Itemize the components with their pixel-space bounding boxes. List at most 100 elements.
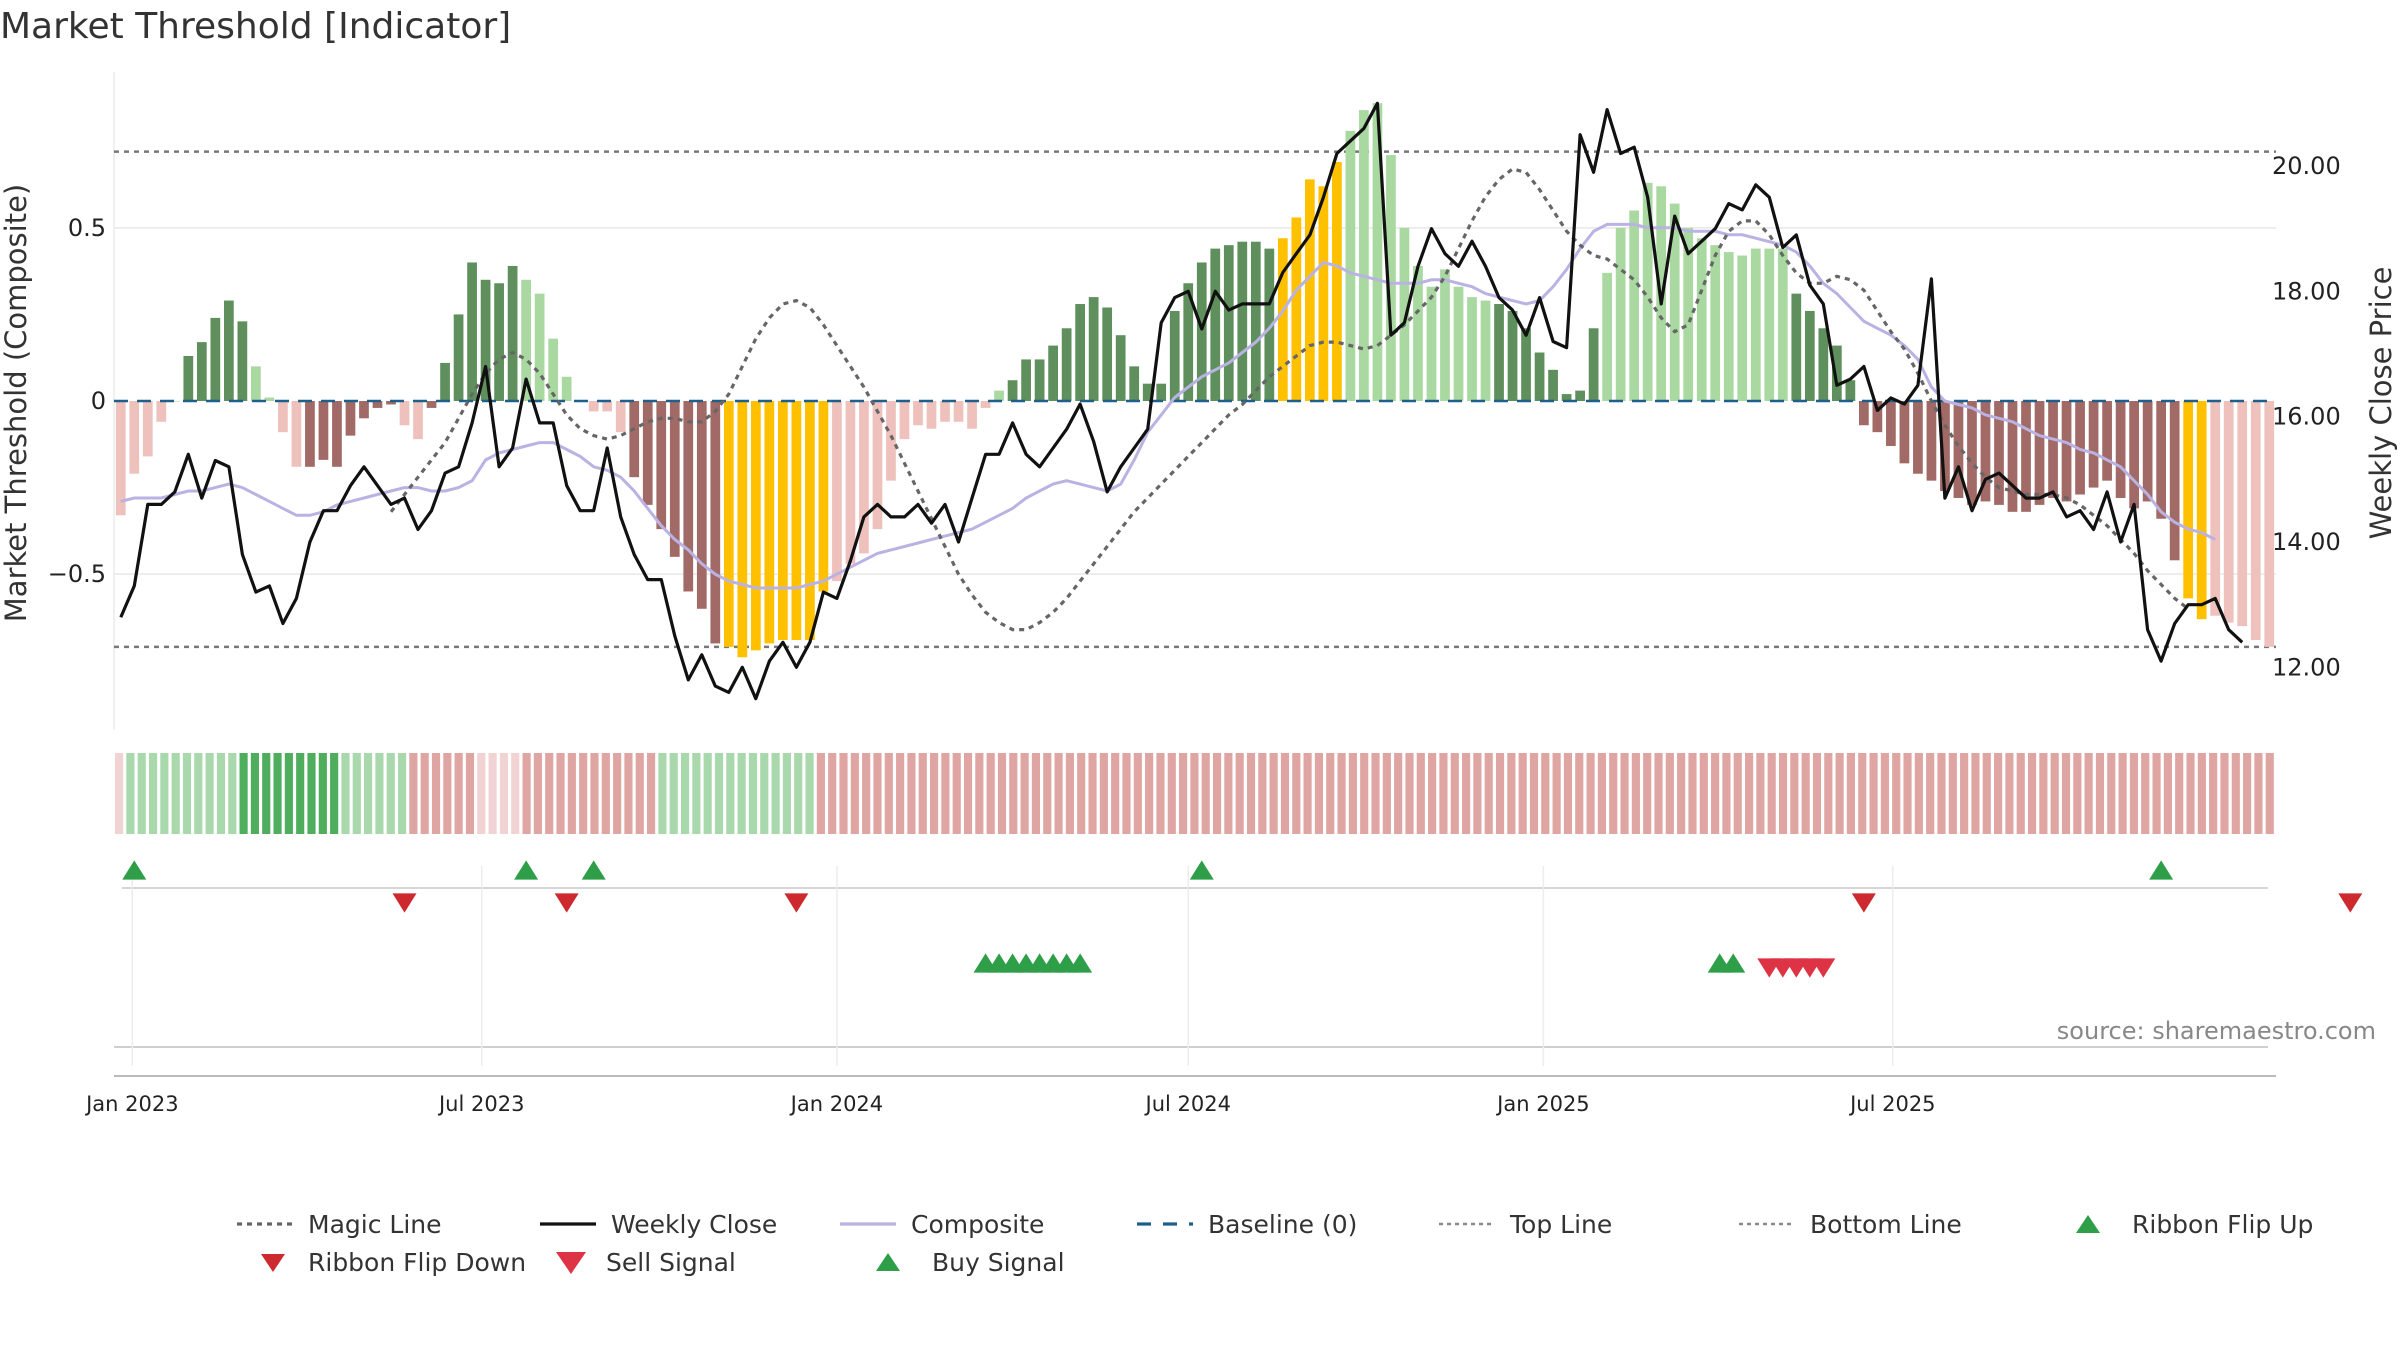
legend-label: Ribbon Flip Down (308, 1248, 526, 1277)
ribbon-cell (1314, 753, 1324, 834)
legend-label: Buy Signal (932, 1248, 1065, 1277)
composite-bar (2237, 401, 2248, 627)
ribbon-flip-up-marker (581, 860, 606, 880)
ribbon-cell (896, 753, 905, 834)
threshold-lines (114, 150, 2276, 649)
ribbon-cell (1937, 753, 1946, 834)
composite-bar (1237, 241, 1248, 401)
ribbon-cell (182, 753, 192, 834)
y-axis-left: 0.5 0 −0.5 (48, 214, 106, 588)
composite-bar (588, 401, 599, 412)
ribbon-cell (1337, 753, 1346, 834)
composite-bar (2223, 401, 2234, 623)
y2-tick-label: 14.00 (2272, 528, 2341, 556)
ribbon-cell (1960, 753, 1969, 834)
ribbon-cell (1552, 753, 1561, 834)
composite-bar (183, 355, 194, 401)
legend-swatch-sell-triangle (556, 1252, 586, 1274)
ribbon-cell (1846, 753, 1856, 834)
ribbon-cell (2141, 753, 2150, 834)
ribbon-cell (839, 753, 848, 834)
y-axis-right: 20.00 18.00 16.00 14.00 12.00 (2272, 152, 2341, 681)
ribbon-cell (409, 753, 418, 834)
ribbon-cell (1971, 753, 1980, 834)
ribbon-cell (748, 753, 758, 834)
legend-swatch-up-triangle (876, 1253, 900, 1271)
ribbon-cell (1450, 753, 1459, 834)
ribbon-cell (364, 753, 373, 834)
composite-bar (548, 338, 559, 401)
ribbon-cell (205, 753, 214, 834)
ribbon-cell (160, 753, 169, 834)
composite-bar (1737, 255, 1748, 401)
signal-rows (114, 866, 2276, 1077)
series-lines (114, 101, 2276, 701)
composite-bar (399, 401, 410, 426)
ribbon-cell (1903, 753, 1912, 834)
ribbon-cell (1677, 753, 1686, 834)
ribbon-cell (1428, 753, 1437, 834)
ribbon-cell (341, 753, 350, 834)
ribbon-cell (658, 753, 667, 834)
composite-bar (886, 401, 896, 481)
composite-bar (305, 401, 315, 467)
ribbon-cell (296, 753, 305, 834)
composite-bar (196, 342, 207, 401)
ribbon-cell (1699, 753, 1708, 834)
ribbon-cell (1405, 753, 1414, 834)
composite-bar (237, 321, 248, 401)
ribbon-cell (2163, 753, 2172, 834)
magic-line (389, 167, 2190, 632)
ribbon-cell (477, 753, 486, 834)
ribbon-cell (1371, 753, 1380, 834)
composite-bar (169, 401, 180, 402)
composite-bar (386, 401, 396, 405)
composite-bar (210, 317, 221, 401)
ribbon-cell (1348, 753, 1357, 834)
legend-item: Ribbon Flip Up (2076, 1210, 2313, 1239)
composite-bar (2034, 401, 2045, 505)
ribbon-cell (318, 753, 327, 834)
composite-bar (318, 401, 329, 460)
buy-signal-marker (1721, 953, 1746, 973)
composite-bar (2250, 401, 2261, 640)
ribbon-cell (171, 753, 180, 834)
composite-bar (2088, 401, 2099, 488)
composite-bar (737, 401, 748, 658)
legend-label: Weekly Close (611, 1210, 777, 1239)
legend-item: Baseline (0) (1137, 1210, 1357, 1239)
legend-label: Baseline (0) (1208, 1210, 1357, 1239)
ribbon-cell (862, 753, 871, 834)
ribbon-cell (330, 753, 339, 834)
composite-bar (2156, 401, 2167, 519)
composite-bar (1156, 383, 1167, 401)
composite-bar (1642, 182, 1653, 401)
composite-bar (345, 401, 356, 436)
ribbon-flip-up-marker (1189, 860, 1214, 880)
composite-bar (413, 401, 423, 440)
composite-bar (1426, 286, 1437, 401)
composite-bar (1994, 401, 2004, 505)
ribbon-flip-up-marker (514, 860, 539, 880)
legend-item: Composite (840, 1210, 1044, 1239)
y-axis-title-left: Market Threshold (Composite) (0, 184, 33, 622)
ribbon-cell (669, 753, 678, 834)
composite-bar (1034, 359, 1045, 401)
composite-bar (1291, 217, 1302, 401)
composite-bar (1453, 286, 1464, 401)
ribbon-cell (1982, 753, 1991, 834)
ribbon-cell (1507, 753, 1516, 834)
composite-bar (967, 401, 977, 429)
composite-bar (561, 376, 572, 401)
ribbon-cell (1575, 753, 1584, 834)
ribbon-flip-down-marker (392, 893, 417, 913)
composite-bar (750, 401, 761, 651)
ribbon-cell (1201, 753, 1210, 834)
x-tick-label: Jul 2025 (1848, 1092, 1935, 1116)
composite-bar (1061, 328, 1072, 401)
composite-bar (494, 283, 504, 401)
ribbon-cell (1224, 753, 1233, 834)
ribbon-cell (1280, 753, 1290, 834)
composite-bar (2115, 401, 2126, 498)
